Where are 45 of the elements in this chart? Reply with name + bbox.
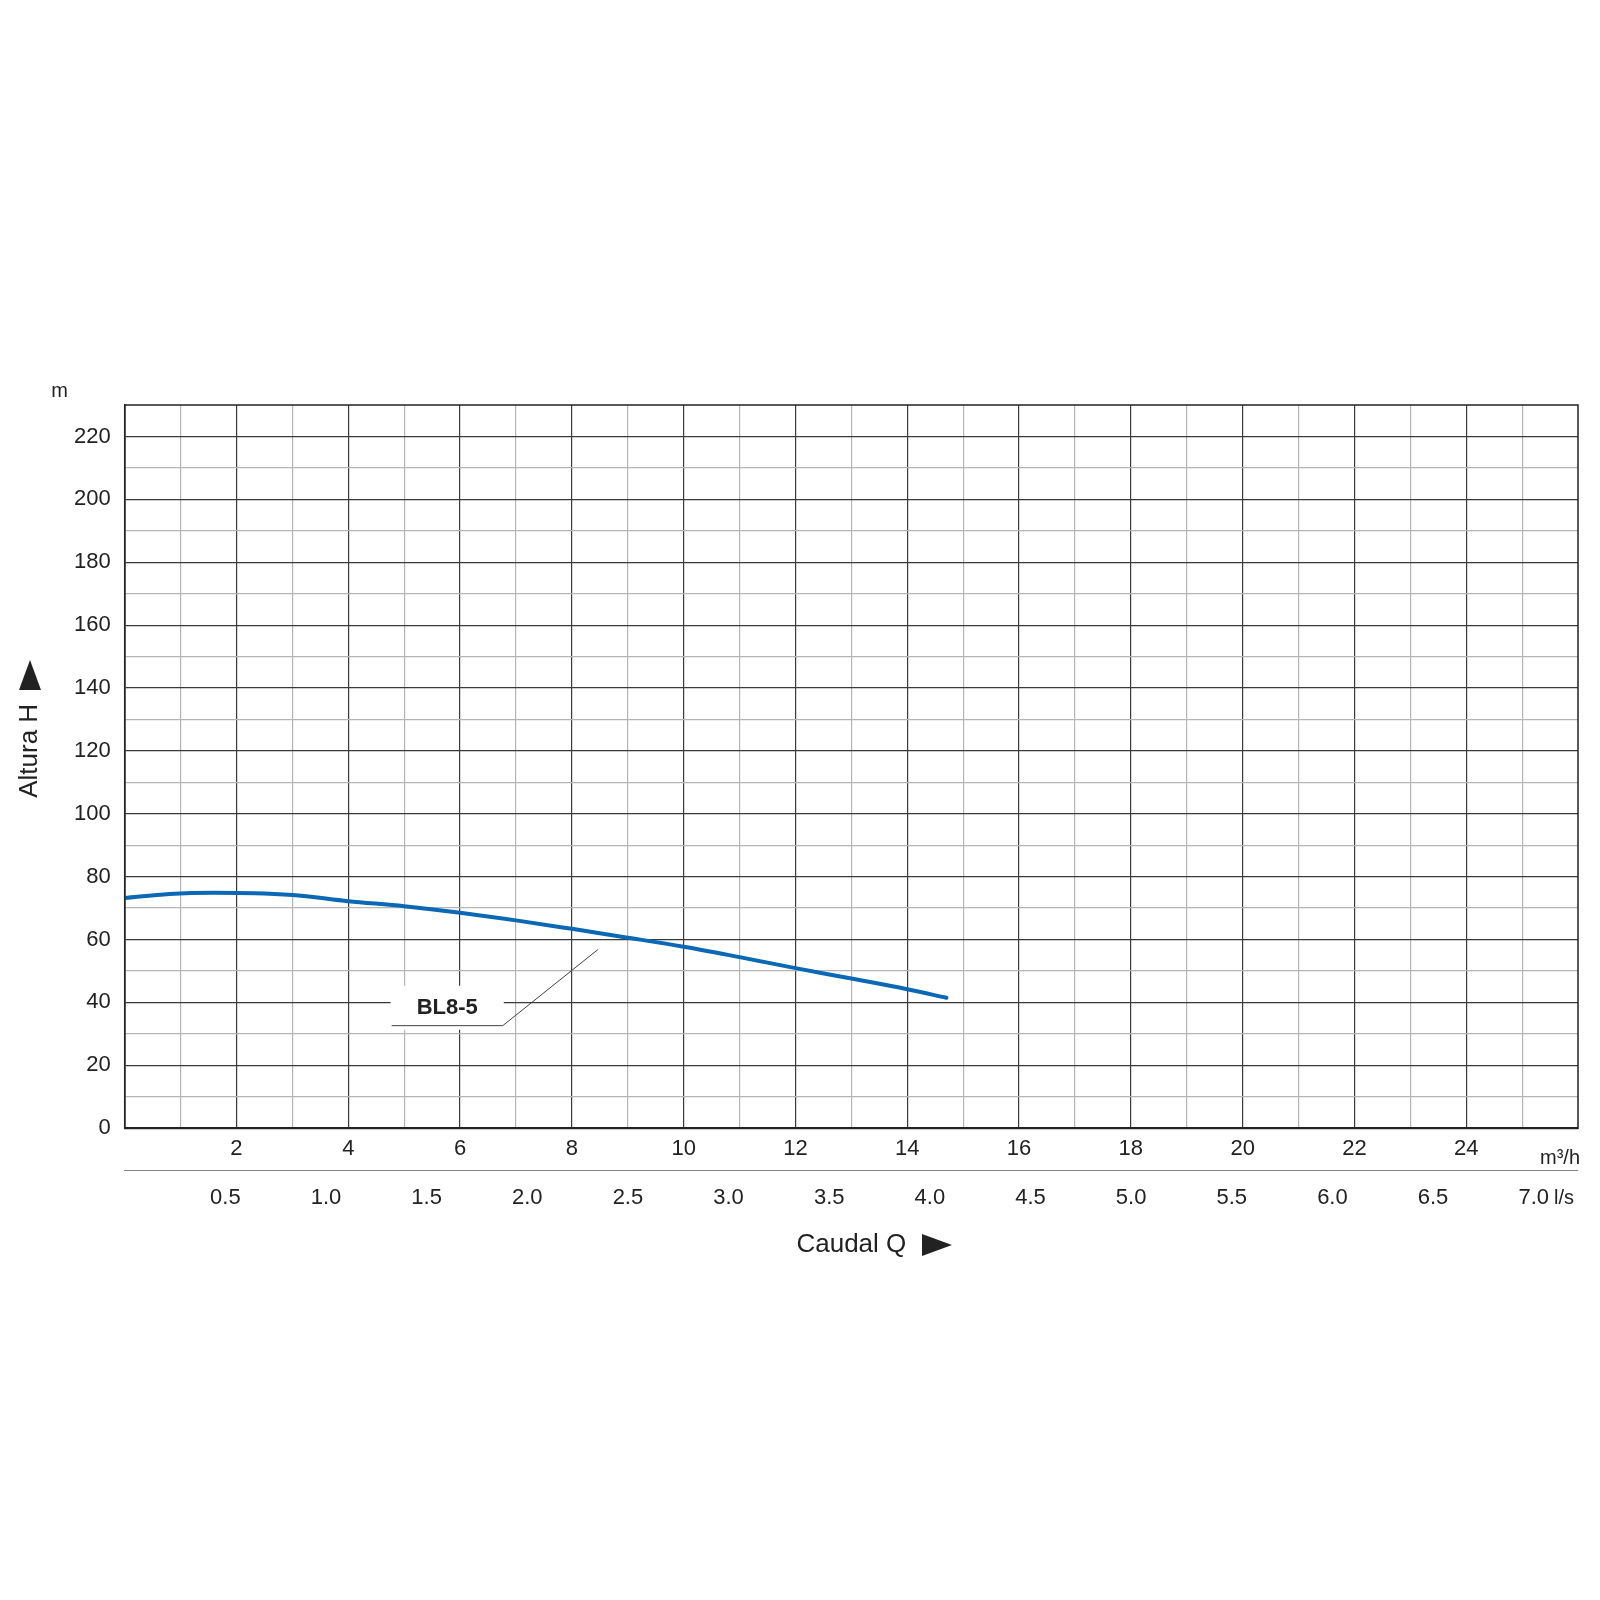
y-tick-label: 60 xyxy=(86,925,111,951)
x2-tick-label: 6.5 xyxy=(1417,1183,1449,1209)
y-tick-label: 200 xyxy=(73,485,111,511)
x2-tick-label: 1.0 xyxy=(310,1183,342,1209)
y-tick-label: 20 xyxy=(86,1051,111,1077)
text: l/s xyxy=(1554,1186,1574,1209)
x-tick-label: 20 xyxy=(1230,1135,1255,1161)
x-tick-label: 4 xyxy=(342,1135,355,1161)
x-tick-label: 14 xyxy=(895,1135,920,1161)
x2-tick-label: 4.5 xyxy=(1015,1183,1046,1209)
y-tick-label: 120 xyxy=(73,736,111,762)
x2-tick-label: 1.5 xyxy=(411,1183,442,1209)
x-tick-label: 6 xyxy=(453,1135,467,1161)
x-tick-label: 10 xyxy=(671,1135,696,1161)
x2-tick-label: 7.0 xyxy=(1518,1183,1550,1209)
text: m³/h xyxy=(1540,1145,1580,1168)
x2-tick-label: 3.0 xyxy=(713,1183,744,1209)
x-tick-label: 8 xyxy=(565,1135,578,1161)
x-tick-label: 2 xyxy=(230,1135,243,1161)
x-axis-title: Caudal Q xyxy=(796,1228,907,1259)
y-tick-label: 140 xyxy=(73,674,111,700)
x2-tick-label: 2.0 xyxy=(511,1183,543,1209)
y-tick-label: 40 xyxy=(86,988,111,1014)
x2-tick-label: 4.0 xyxy=(914,1183,946,1209)
y-tick-label: 100 xyxy=(73,799,111,825)
x-tick-label: 22 xyxy=(1342,1135,1367,1161)
x-tick-label: 12 xyxy=(783,1135,808,1161)
line-series xyxy=(124,890,949,1000)
x-tick-label: 18 xyxy=(1118,1135,1144,1161)
x2-tick-label: 3.5 xyxy=(813,1183,845,1209)
x2-tick-label: 5.0 xyxy=(1115,1183,1147,1209)
x2-tick-label: 6.0 xyxy=(1317,1183,1348,1209)
text: BL8-5 xyxy=(416,993,478,1019)
y-tick-label: 0 xyxy=(98,1114,111,1140)
x-tick-label: 24 xyxy=(1453,1135,1479,1161)
y-tick-label: 180 xyxy=(73,548,111,574)
x2-tick-label: 0.5 xyxy=(210,1183,241,1209)
y-tick-label: 160 xyxy=(73,611,111,637)
text: m xyxy=(51,378,68,401)
y-axis-title: Altura H xyxy=(13,703,44,798)
y-tick-label: 220 xyxy=(73,422,111,448)
y-tick-label: 80 xyxy=(86,862,111,888)
x-tick-label: 16 xyxy=(1006,1135,1032,1161)
x2-tick-label: 5.5 xyxy=(1216,1183,1248,1209)
x2-tick-label: 2.5 xyxy=(612,1183,644,1209)
